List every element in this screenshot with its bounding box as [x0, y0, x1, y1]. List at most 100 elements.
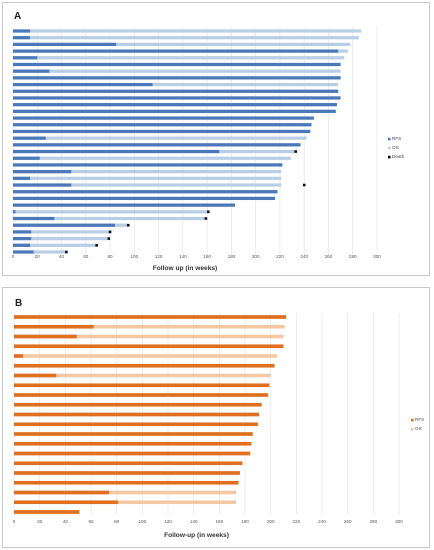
chart-a-rfs-bar: [13, 203, 236, 207]
chart-b-tick-label: 240: [318, 519, 326, 524]
chart-a-rfs-bar: [13, 62, 341, 67]
chart-a-os-bar: [13, 42, 351, 46]
chart-a-legend-label: OS: [392, 145, 399, 150]
chart-b-tick-label: 200: [267, 519, 275, 524]
chart-a-tick-label: 220: [276, 254, 284, 259]
chart-b-os-bar: [14, 373, 271, 378]
chart-a-death-marker: [108, 230, 112, 234]
chart-a-tick-label: 40: [59, 254, 65, 259]
chart-b-tick-label: 20: [37, 519, 43, 524]
chart-b-os-bar: [14, 490, 237, 495]
chart-b-x-axis-label: Follow-up (in weeks): [164, 532, 229, 539]
chart-a-rfs-bar: [13, 183, 72, 187]
chart-b-tick-label: 180: [241, 519, 249, 524]
chart-b-rfs-bar: [14, 315, 287, 319]
chart-a-death-marker: [65, 250, 68, 254]
chart-a-rfs-bar: [13, 96, 341, 100]
chart-a-tick-label: 140: [179, 254, 187, 259]
chart-a-tick-label: 180: [228, 254, 236, 259]
chart-b-tick-label: 300: [395, 519, 403, 524]
chart-b-rfs-bar: [14, 500, 118, 505]
chart-a-os-bar: [13, 136, 307, 140]
chart-a-legend-swatch: [388, 155, 391, 159]
chart-a-rfs-bar: [13, 216, 55, 221]
chart-b-rfs-bar: [14, 363, 275, 368]
chart-b-tick-label: 220: [292, 519, 300, 524]
chart-a-tick-label: 60: [83, 254, 89, 259]
chart-b-rfs-bar: [14, 373, 57, 378]
chart-a-death-marker: [207, 210, 210, 214]
chart-b-tick-label: 100: [138, 519, 146, 524]
chart-a-tick-label: 100: [130, 254, 138, 259]
chart-b-legend-swatch: [411, 427, 414, 431]
chart-a-rfs-bar: [13, 103, 337, 107]
chart-a-legend-label: Death: [392, 154, 405, 159]
chart-b-rfs-bar: [14, 402, 262, 407]
chart-a-rfs-bar: [13, 230, 32, 234]
chart-b-rfs-bar: [14, 471, 240, 475]
chart-a-rfs-bar: [13, 36, 30, 40]
chart-b-legend-swatch: [411, 418, 414, 422]
panel-b-label: B: [15, 298, 23, 309]
chart-b: 0 20 40 60 80 100 120 140 160 180 200 220 240 260 280 3…: [13, 313, 424, 539]
chart-b-tick-label: 160: [215, 519, 223, 524]
chart-b-tick-label: 120: [164, 519, 172, 524]
chart-b-legend-label: RFS: [415, 417, 424, 422]
chart-a-os-bar: [13, 176, 282, 180]
chart-a-rfs-bar: [13, 29, 30, 33]
chart-b-tick-label: 0: [13, 519, 16, 524]
chart-a-rfs-bar: [13, 89, 339, 93]
chart-a-tick-label: 300: [373, 254, 381, 259]
chart-a-os-bar: [13, 170, 282, 174]
chart-a-death-marker: [302, 183, 306, 187]
chart-b-os-bar: [14, 500, 237, 505]
chart-a-os-bar: [13, 230, 111, 234]
chart-a-death-marker: [294, 150, 298, 153]
chart-b-rfs-bar: [14, 412, 260, 417]
panel-a: A 0 20 40 60 80 100 120 140 160 180 200 220 240 260 28…: [2, 2, 430, 276]
chart-a-tick-label: 120: [155, 254, 163, 259]
chart-b-rfs-bar: [14, 324, 94, 329]
chart-a-rfs-bar: [13, 196, 276, 201]
chart-b-rfs-bar: [14, 451, 251, 456]
chart-a-os-bar: [13, 183, 282, 187]
chart-a-rfs-bar: [13, 82, 153, 87]
chart-b-rfs-bar: [14, 422, 258, 427]
panel-a-label: A: [14, 11, 22, 22]
chart-b-rfs-bar: [14, 383, 270, 388]
chart-a-tick-label: 280: [349, 254, 357, 259]
chart-a-death-marker: [95, 244, 99, 247]
chart-a-os-bar: [13, 56, 345, 60]
chart-b-legend-label: OS: [415, 426, 422, 431]
chart-b-rfs-bar: [14, 344, 284, 349]
chart-b-tick-label: 80: [114, 519, 120, 524]
chart-a-legend-swatch: [388, 146, 391, 150]
chart-b-tick-label: 140: [190, 519, 198, 524]
chart-a-rfs-bar: [13, 49, 339, 53]
chart-a-death-marker: [204, 217, 208, 220]
chart-b-tick-label: 60: [88, 519, 94, 524]
chart-a-rfs-bar: [13, 69, 50, 73]
chart-b-rfs-bar: [14, 490, 109, 495]
chart-a-os-bar: [13, 237, 109, 241]
chart-a: 0 20 40 60 80 100 120 140 160 180 200 220 240 260 280 3…: [12, 27, 405, 272]
chart-a-tick-label: 200: [252, 254, 260, 259]
chart-a-tick-label: 160: [203, 254, 211, 259]
chart-a-rfs-bar: [13, 190, 278, 194]
chart-a-x-axis-label: Follow up (in weeks): [153, 265, 217, 272]
chart-a-os-bar: [13, 216, 206, 221]
chart-a-os-bar: [13, 69, 341, 73]
chart-b-tick-label: 40: [63, 519, 69, 524]
chart-a-rfs-bar: [13, 129, 311, 134]
chart-a-rfs-bar: [13, 76, 341, 80]
chart-b-rfs-bar: [14, 334, 77, 339]
chart-a-rfs-bar: [13, 42, 117, 46]
chart-a-rfs-bar: [13, 223, 115, 227]
chart-a-os-bar: [13, 243, 97, 247]
chart-a-rfs-bar: [13, 250, 34, 254]
chart-a-rfs-bar: [13, 243, 30, 247]
chart-b-tick-label: 280: [369, 519, 377, 524]
chart-a-rfs-bar: [13, 123, 312, 127]
chart-b-tick-label: 260: [344, 519, 352, 524]
chart-b-rfs-bar: [14, 441, 252, 446]
